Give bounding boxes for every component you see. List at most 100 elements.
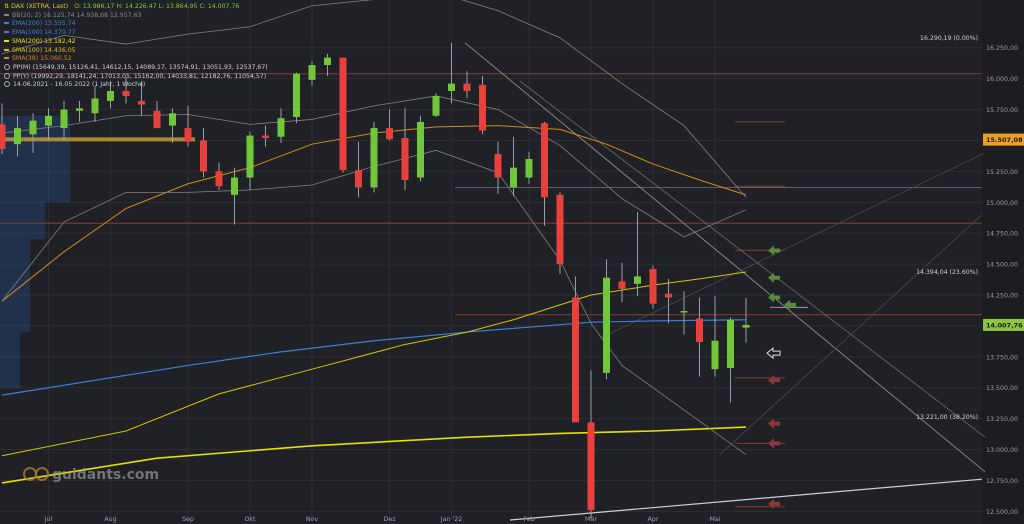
axis-background <box>982 0 1024 524</box>
candles <box>0 42 750 519</box>
candle-body <box>231 177 238 195</box>
candle-body <box>649 269 657 304</box>
candle <box>293 72 300 124</box>
candle-body <box>60 109 68 129</box>
price-tick-label: 14.250,00 <box>986 292 1018 299</box>
legend-values: (19992,29, 18141,24, 17013,05, 15162,00,… <box>31 72 267 80</box>
legend-label: SMA(100) <box>12 46 45 54</box>
candle-body <box>696 318 703 342</box>
candle <box>355 141 362 198</box>
candle-body <box>91 98 99 114</box>
candle <box>463 71 471 99</box>
current-arrow-icon <box>766 347 781 360</box>
price-tick-label: 13.500,00 <box>986 385 1018 392</box>
sma38-price-tag-bg <box>983 133 1024 146</box>
chart-legend: ⇅ DAX (XETRA, Last) O: 13.986,17 H: 14.2… <box>4 3 268 90</box>
pivot-arrow-icon <box>768 438 780 449</box>
month-label: Dez <box>383 516 396 523</box>
candle <box>339 57 347 173</box>
price-tick-label: 13.000,00 <box>986 447 1018 454</box>
candle <box>262 125 269 147</box>
candle-body <box>479 84 486 131</box>
series-bb-20-2-mitte <box>1 95 747 238</box>
legend-row[interactable]: PP(M) (15649,39, 15126,41, 14612,15, 140… <box>4 63 268 73</box>
candle-body <box>370 128 378 188</box>
legend-label: SMA(38) <box>12 55 41 63</box>
month-label: Sep <box>182 516 194 523</box>
legend-label: SMA(200) <box>12 37 45 45</box>
legend-row[interactable]: 14.06.2021 - 16.05.2022 (1 Jahr, 1 Woche… <box>4 81 268 90</box>
series-sma-100- <box>1 271 747 457</box>
candle <box>711 296 719 377</box>
line-swatch-icon <box>4 57 9 60</box>
candle-body <box>184 128 192 142</box>
price-tags: 15.507,08 14.007,76 <box>983 133 1024 331</box>
series-ema-200- <box>1 319 747 396</box>
line-swatch-icon <box>4 22 9 25</box>
candle <box>60 100 68 141</box>
price-tick-label: 15.750,00 <box>986 107 1018 114</box>
price-tick-label: 15.000,00 <box>986 200 1018 207</box>
candle <box>603 259 610 380</box>
candle-body <box>587 422 595 511</box>
month-label: Mär <box>585 516 597 523</box>
volume-profile-band <box>0 202 45 240</box>
candle <box>45 108 52 141</box>
candle <box>14 115 21 157</box>
candle <box>169 108 176 143</box>
line-swatch-icon <box>4 31 9 34</box>
volume-profile-poc <box>0 137 195 142</box>
legend-row[interactable]: EMA(100) 14.370,77 <box>4 29 268 38</box>
price-tick-label: 14.500,00 <box>986 262 1018 269</box>
legend-label: EMA(200) <box>12 20 45 28</box>
pivot-arrow-icon <box>768 245 780 256</box>
month-label: Apr <box>648 516 659 523</box>
candle-body <box>277 118 285 137</box>
candle-body <box>386 128 393 140</box>
legend-label: PP(Y) <box>13 72 32 80</box>
candle-body <box>680 311 688 313</box>
candle <box>76 100 83 122</box>
candle-body <box>76 108 83 111</box>
legend-row[interactable]: SMA(38) 15.060,52 <box>4 55 268 64</box>
candle <box>386 109 393 141</box>
trend-line <box>509 478 983 521</box>
close-price-tag-bg <box>983 318 1024 331</box>
candle <box>618 262 626 303</box>
candle-body <box>308 65 316 80</box>
month-label: Jan '22 <box>440 516 462 523</box>
candle <box>401 108 409 190</box>
candle <box>200 128 207 178</box>
candle <box>448 42 455 104</box>
candle-body <box>339 57 347 171</box>
trend-line <box>599 152 986 339</box>
candle <box>432 93 440 117</box>
guidants-logo-icon-2 <box>35 467 49 481</box>
legend-row[interactable]: SMA(100) 14.436,05 <box>4 47 268 56</box>
candle-body <box>572 297 579 423</box>
candle <box>246 131 254 190</box>
candle <box>308 61 316 87</box>
fib-level-label: 16.290,19 (0.00%) <box>920 35 978 42</box>
candle <box>417 115 424 182</box>
legend-label: 14.06.2021 - 16.05.2022 (1 Jahr, 1 Woche… <box>13 81 146 89</box>
pivot-arrow-icon <box>768 418 780 429</box>
legend-row[interactable]: SMA(200) 13.182,42 <box>4 38 268 47</box>
candle-body <box>494 154 502 178</box>
legend-row[interactable]: BB(20, 2) 16.125,74 14.938,68 12.957,63 <box>4 12 268 21</box>
candle <box>138 81 145 116</box>
trend-line <box>719 214 983 455</box>
legend-values: 13.555,74 <box>44 20 76 28</box>
price-tick-label: 13.250,00 <box>986 416 1018 423</box>
symbol-title: DAX (XETRA, Last) <box>11 3 69 10</box>
candle <box>634 212 641 297</box>
candle-body <box>618 281 626 289</box>
volume-profile <box>0 115 195 388</box>
legend-row[interactable]: PP(Y) (19992,29, 18141,24, 17013,05, 151… <box>4 72 268 82</box>
watermark-text: guidants.com <box>52 467 159 483</box>
clock-icon <box>4 81 10 88</box>
legend-row[interactable]: EMA(200) 13.555,74 <box>4 20 268 29</box>
series-sma-200- <box>1 426 747 484</box>
